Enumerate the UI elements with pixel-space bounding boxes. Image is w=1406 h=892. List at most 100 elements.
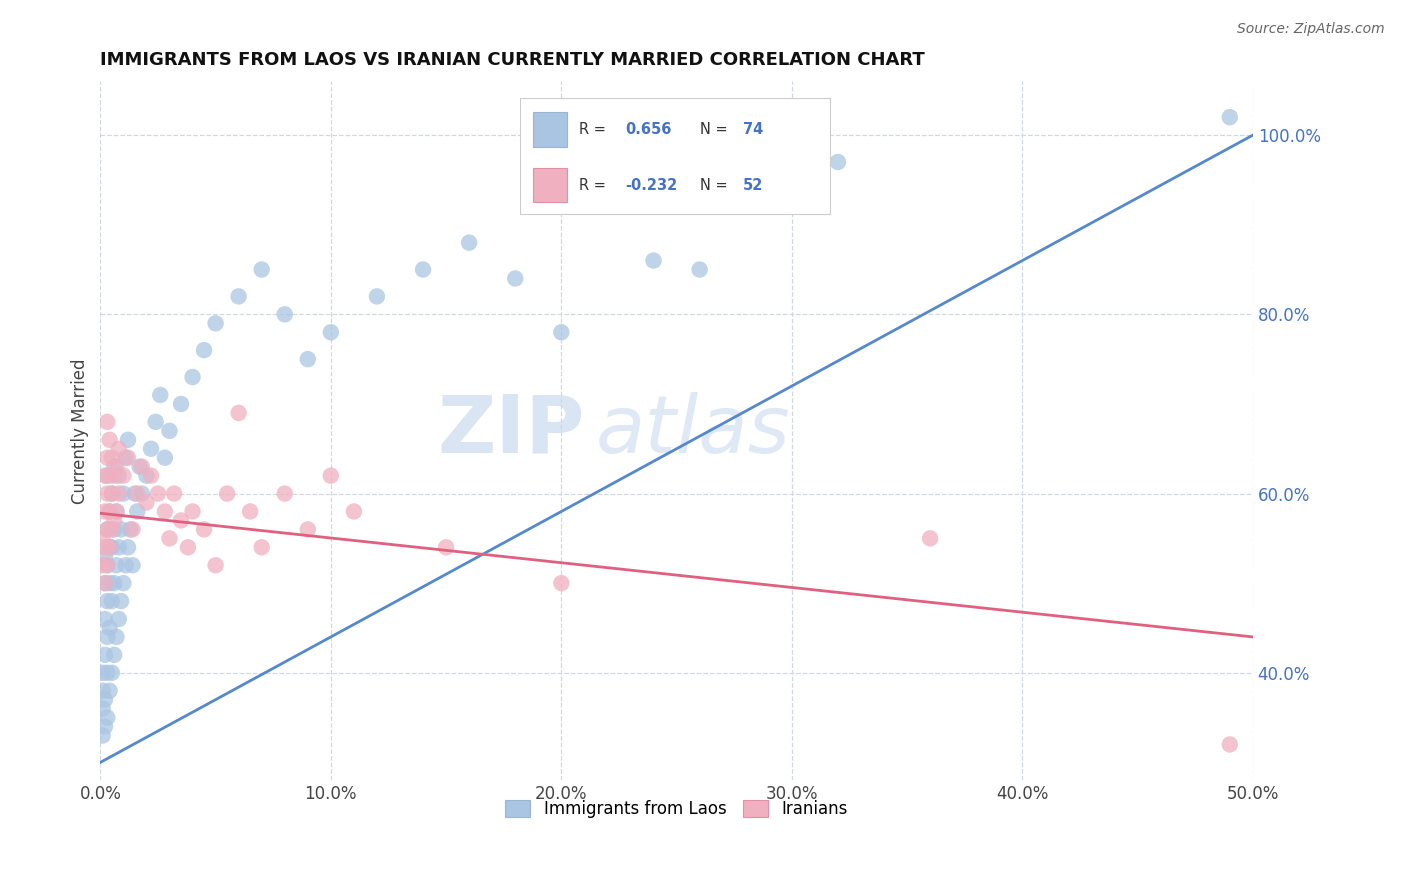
Point (101, 522, 124, 536)
Point (105, 558, 128, 573)
Point (1219, 738, 1241, 752)
Point (94, 541, 117, 555)
Point (117, 433, 139, 447)
Point (98, 621, 121, 635)
Point (153, 450, 176, 465)
Point (250, 262, 273, 277)
Point (139, 442, 162, 456)
Text: R =: R = (579, 178, 610, 193)
Point (920, 532, 942, 546)
Point (98, 433, 121, 447)
Point (121, 558, 143, 573)
Point (550, 576, 572, 591)
Point (163, 486, 186, 500)
Point (105, 504, 128, 518)
Point (103, 648, 125, 662)
FancyBboxPatch shape (533, 112, 567, 147)
Point (319, 325, 342, 339)
Point (366, 289, 388, 303)
Point (94, 576, 117, 591)
Point (159, 532, 181, 546)
Point (274, 486, 297, 500)
Point (96, 665, 118, 680)
Point (94, 612, 117, 626)
Point (204, 558, 226, 573)
Point (274, 307, 297, 321)
Point (146, 486, 169, 500)
Point (103, 576, 125, 591)
Point (107, 612, 129, 626)
Point (96, 468, 118, 483)
Point (101, 486, 124, 500)
Point (458, 235, 481, 250)
Point (228, 406, 250, 420)
Point (96, 558, 118, 573)
Point (103, 468, 125, 483)
Point (139, 468, 162, 483)
Point (135, 468, 157, 483)
Point (98, 576, 121, 591)
Point (94, 504, 117, 518)
Point (96, 415, 118, 429)
Point (131, 486, 153, 500)
Point (153, 504, 176, 518)
Point (193, 522, 215, 536)
Point (98, 504, 121, 518)
Point (112, 468, 135, 483)
Point (434, 541, 457, 555)
Text: -0.232: -0.232 (626, 178, 678, 193)
Text: N =: N = (700, 178, 733, 193)
Point (101, 541, 124, 555)
Point (91, 665, 114, 680)
Point (107, 468, 129, 483)
Point (412, 262, 434, 277)
Point (319, 468, 342, 483)
Point (101, 665, 124, 680)
Point (128, 459, 150, 474)
Text: ZIP: ZIP (437, 392, 585, 470)
Point (112, 576, 135, 591)
Point (127, 486, 149, 500)
Point (94, 576, 117, 591)
Point (159, 424, 181, 438)
Point (135, 495, 157, 509)
Point (204, 316, 226, 330)
Point (1219, 110, 1241, 124)
Point (98, 541, 121, 555)
Point (91, 729, 114, 743)
Point (181, 370, 204, 384)
Text: atlas: atlas (596, 392, 790, 470)
Point (91, 532, 114, 546)
Text: 0.656: 0.656 (626, 122, 672, 137)
Legend: Immigrants from Laos, Iranians: Immigrants from Laos, Iranians (499, 793, 855, 824)
Point (107, 486, 129, 500)
Point (297, 522, 319, 536)
Point (96, 594, 118, 608)
Point (101, 450, 124, 465)
Point (103, 522, 125, 536)
Point (98, 541, 121, 555)
Point (124, 486, 146, 500)
Point (101, 486, 124, 500)
Point (217, 486, 239, 500)
Point (94, 720, 117, 734)
Point (110, 522, 132, 536)
Point (343, 504, 366, 518)
Text: 52: 52 (742, 178, 763, 193)
Point (114, 450, 136, 465)
Point (121, 522, 143, 536)
Point (107, 541, 129, 555)
Point (297, 352, 319, 367)
Point (96, 558, 118, 573)
Point (105, 630, 128, 644)
Point (103, 513, 125, 527)
Point (105, 504, 128, 518)
Point (117, 450, 139, 465)
Text: Source: ZipAtlas.com: Source: ZipAtlas.com (1237, 22, 1385, 37)
Point (96, 630, 118, 644)
Point (643, 253, 665, 268)
Text: 74: 74 (742, 122, 763, 137)
Point (117, 541, 139, 555)
Point (96, 710, 118, 724)
Point (145, 415, 167, 429)
